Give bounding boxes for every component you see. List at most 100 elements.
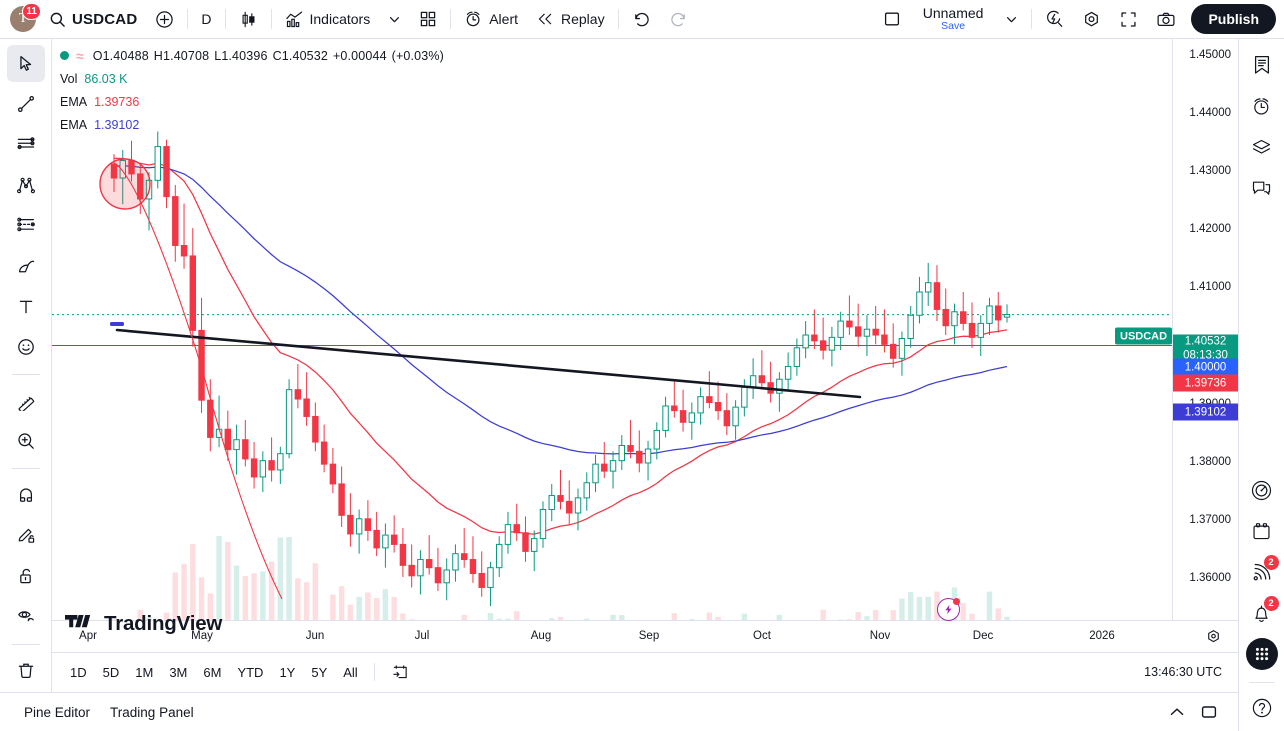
candle-body <box>749 375 757 388</box>
pitchfork-tool-button[interactable] <box>7 167 45 204</box>
timeframe-button-1y[interactable]: 1Y <box>279 664 296 680</box>
replay-button[interactable]: Replay <box>527 4 614 34</box>
timeframe-button-1d[interactable]: 1D <box>70 664 87 680</box>
bottom-panel-bar: Pine Editor Trading Panel <box>0 692 1238 731</box>
notifications-button[interactable]: 2 <box>1244 595 1280 631</box>
right-toolbar: 2 2 <box>1238 39 1284 731</box>
panel-tab-pine-editor[interactable]: Pine Editor <box>24 704 91 720</box>
chevron-down-icon <box>388 13 401 26</box>
candle-body <box>478 572 485 588</box>
timeframe-button-6m[interactable]: 6M <box>203 664 222 680</box>
goto-date-button[interactable] <box>383 659 417 685</box>
fullscreen-button[interactable] <box>1110 4 1147 34</box>
apps-menu-button[interactable] <box>1244 636 1280 672</box>
chart-style-button[interactable] <box>230 4 267 34</box>
candle-body <box>592 463 599 484</box>
alerts-panel-button[interactable] <box>1244 88 1280 124</box>
cursor-tool-button[interactable] <box>6 45 45 82</box>
undo-button[interactable] <box>623 4 660 34</box>
chat-button[interactable] <box>1244 170 1280 206</box>
remove-drawings-button[interactable] <box>7 652 45 689</box>
layout-save-link[interactable]: Save <box>941 19 966 32</box>
user-avatar-button[interactable]: T 11 <box>6 2 41 36</box>
quick-search-button[interactable] <box>1036 4 1073 34</box>
brush-tool-button[interactable] <box>7 248 45 285</box>
volume-bar <box>268 561 275 652</box>
news-feed-button[interactable]: 2 <box>1244 554 1280 590</box>
eye-hide-icon <box>16 606 36 626</box>
data-window-button[interactable] <box>1244 129 1280 165</box>
interval-button[interactable]: D <box>192 4 220 34</box>
stay-in-drawing-mode-button[interactable] <box>7 517 45 554</box>
horizontal-lines-tool-button[interactable] <box>7 126 45 163</box>
chart-settings-button[interactable] <box>1073 4 1110 34</box>
candle-body <box>627 445 634 452</box>
measure-tool-button[interactable] <box>7 382 45 419</box>
cursor-arrow-icon <box>16 54 35 73</box>
snapshot-button[interactable] <box>1147 4 1185 34</box>
price-scale[interactable]: 1.45000 1.44000 1.43000 1.42000 1.41000 1.400… <box>1172 39 1238 652</box>
emoji-tool-button[interactable] <box>7 329 45 366</box>
timeframe-button-1m[interactable]: 1M <box>135 664 154 680</box>
layout-name-button[interactable]: Unnamed Save <box>910 4 997 34</box>
candle-body <box>277 453 284 471</box>
ideas-stream-button[interactable] <box>1244 472 1280 508</box>
candle-body <box>294 389 302 400</box>
candle-body <box>706 396 713 403</box>
symbol-search-button[interactable]: USDCAD <box>40 4 146 34</box>
layout-dropdown-button[interactable] <box>996 4 1027 34</box>
publish-button[interactable]: Publish <box>1191 4 1276 34</box>
drawn-downtrend-line[interactable] <box>115 328 862 399</box>
fib-tool-button[interactable] <box>7 207 45 244</box>
toolbar-divider <box>270 9 272 29</box>
alarm-clock-icon <box>1251 96 1272 117</box>
watchlist-button[interactable] <box>1244 47 1280 83</box>
news-badge: 2 <box>1263 555 1279 570</box>
candle-body <box>960 311 967 324</box>
alert-button[interactable]: Alert <box>455 4 527 34</box>
templates-button[interactable] <box>410 4 446 34</box>
timeframe-button-3m[interactable]: 3M <box>169 664 188 680</box>
rail-divider <box>11 643 40 645</box>
timeframe-button-5d[interactable]: 5D <box>102 664 120 680</box>
panel-tab-trading-panel[interactable]: Trading Panel <box>110 704 194 720</box>
time-tick: Sep <box>638 630 660 642</box>
lightning-replay-icon[interactable] <box>937 598 960 621</box>
zoom-tool-button[interactable] <box>7 423 45 460</box>
text-tool-button[interactable] <box>7 288 45 325</box>
indicators-dropdown-button[interactable] <box>379 4 410 34</box>
question-mark-icon <box>1251 697 1273 719</box>
drawn-circle-marker[interactable] <box>99 158 151 210</box>
help-button[interactable] <box>1244 690 1280 726</box>
drawing-anchor-marker[interactable] <box>110 322 124 326</box>
redo-button[interactable] <box>660 4 697 34</box>
calendar-button[interactable] <box>1244 513 1280 549</box>
maximize-panel-button[interactable] <box>1200 704 1218 720</box>
layout-square-icon <box>883 10 901 28</box>
indicators-button[interactable]: Indicators <box>276 4 380 34</box>
time-scale-settings-button[interactable] <box>1206 629 1221 644</box>
timeframe-button-5y[interactable]: 5Y <box>311 664 328 680</box>
trend-line-tool-button[interactable] <box>7 86 45 123</box>
candle-body <box>863 328 871 337</box>
toolbar-divider <box>1031 9 1033 29</box>
expand-panel-button[interactable] <box>1168 706 1186 718</box>
chart-area[interactable]: ≈ O1.40488 H1.40708 L1.40396 C1.40532 +0.000… <box>52 39 1238 652</box>
timeframe-button-all[interactable]: All <box>343 664 358 680</box>
hide-drawings-button[interactable] <box>7 598 45 635</box>
price-tick: 1.45000 <box>1189 48 1231 61</box>
candle-body <box>364 518 372 531</box>
add-symbol-button[interactable] <box>146 4 183 34</box>
candle-body <box>417 559 424 577</box>
volume-bar <box>260 571 266 652</box>
price-tick: 1.43000 <box>1189 165 1231 178</box>
chart-plot[interactable] <box>52 39 1172 652</box>
fullscreen-icon <box>1119 10 1138 29</box>
time-scale[interactable]: Apr May Jun Jul Aug Sep Oct Nov Dec 2026 <box>52 620 1238 652</box>
drawn-red-arc[interactable] <box>113 162 283 600</box>
layout-select-button[interactable] <box>874 4 910 34</box>
magnet-tool-button[interactable] <box>7 476 45 513</box>
lock-drawings-button[interactable] <box>7 558 45 595</box>
session-clock: 13:46:30 UTC <box>1144 665 1222 679</box>
timeframe-button-ytd[interactable]: YTD <box>237 664 264 680</box>
